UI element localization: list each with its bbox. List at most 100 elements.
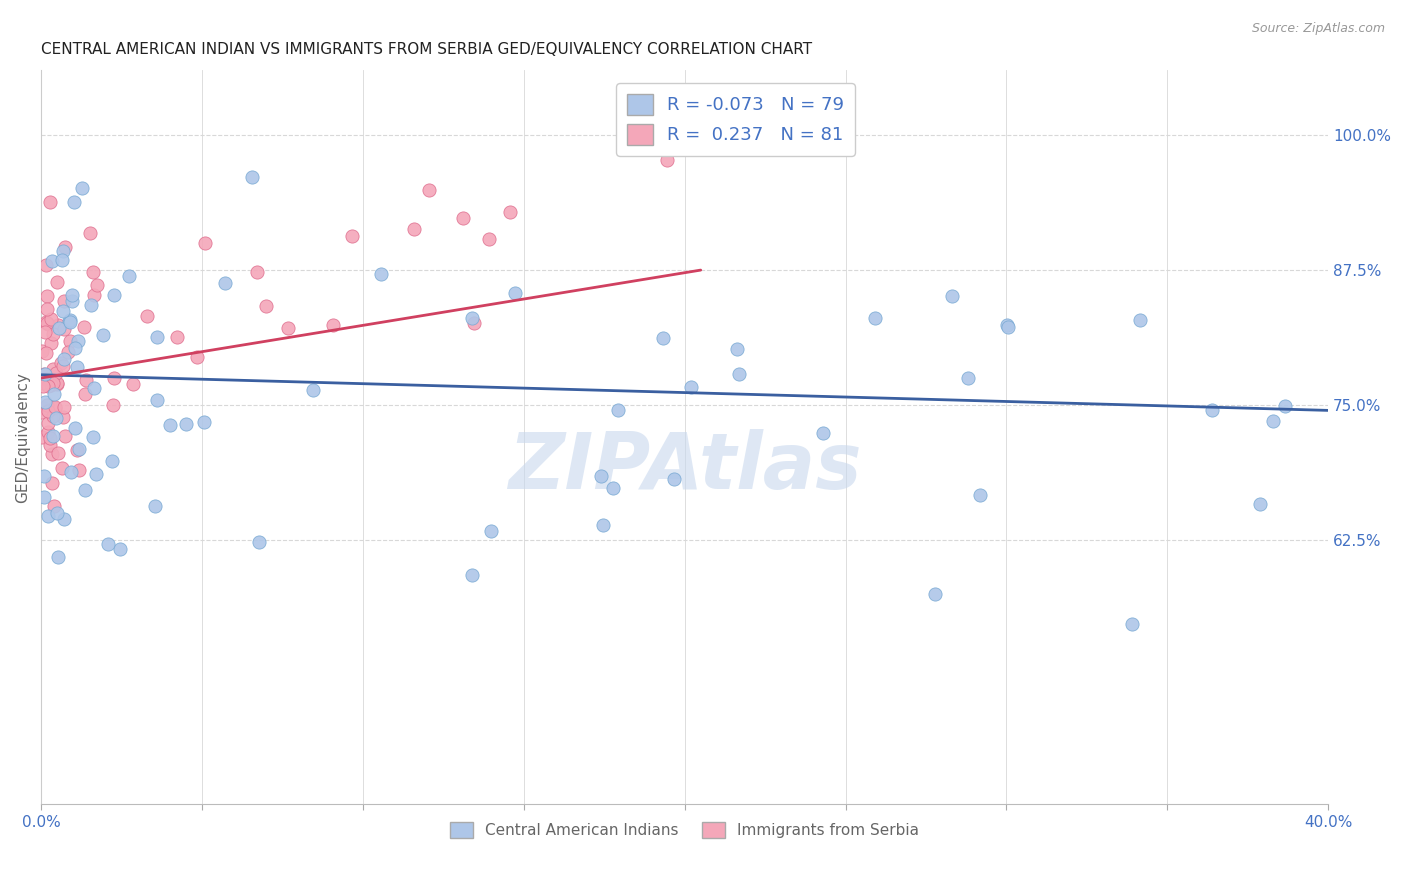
Point [41, 476, 63, 491]
Point [37, 417, 59, 431]
Point [37, 289, 59, 303]
Point [62, 194, 84, 209]
Point [42, 409, 65, 424]
Point [59, 465, 82, 479]
Legend: Central American Indians, Immigrants from Serbia: Central American Indians, Immigrants fro… [444, 815, 925, 845]
Point [42, 326, 65, 341]
Point [118, 268, 141, 283]
Point [193, 415, 215, 429]
Point [1274, 399, 1296, 413]
Point [38, 431, 60, 445]
Point [664, 472, 686, 486]
Point [254, 299, 277, 313]
Point [35, 346, 58, 360]
Point [34, 315, 56, 329]
Point [37, 317, 59, 331]
Point [91, 327, 114, 342]
Point [53, 429, 76, 443]
Point [59, 313, 82, 327]
Point [42, 387, 65, 401]
Point [53, 240, 76, 254]
Point [101, 398, 124, 412]
Point [52, 512, 75, 526]
Point [194, 235, 217, 250]
Point [84, 467, 107, 482]
Point [681, 380, 703, 394]
Point [46, 550, 69, 565]
Point [103, 287, 125, 301]
Point [725, 342, 748, 356]
Point [37, 302, 59, 317]
Point [42, 376, 65, 390]
Point [461, 568, 484, 582]
Point [52, 322, 75, 336]
Text: ZIPAtlas: ZIPAtlas [508, 429, 862, 505]
Point [37, 404, 59, 418]
Point [340, 228, 363, 243]
Point [186, 350, 208, 364]
Point [48, 320, 70, 334]
Point [146, 329, 169, 343]
Point [214, 276, 236, 290]
Point [67, 463, 90, 477]
Point [63, 341, 86, 355]
Point [51, 356, 73, 370]
Point [46, 446, 69, 460]
Point [52, 294, 75, 309]
Point [41, 336, 63, 351]
Point [73, 320, 96, 334]
Point [370, 267, 392, 281]
Point [45, 376, 67, 390]
Point [463, 317, 485, 331]
Point [108, 541, 131, 556]
Point [461, 311, 484, 326]
Text: Source: ZipAtlas.com: Source: ZipAtlas.com [1251, 22, 1385, 36]
Point [957, 371, 980, 385]
Point [143, 499, 166, 513]
Point [37, 509, 59, 524]
Point [41, 447, 63, 461]
Point [813, 426, 835, 441]
Point [498, 204, 520, 219]
Point [174, 417, 197, 432]
Point [651, 331, 673, 345]
Point [247, 534, 270, 549]
Point [60, 293, 83, 308]
Point [997, 319, 1019, 334]
Point [39, 312, 62, 326]
Point [34, 326, 56, 340]
Point [322, 318, 344, 332]
Point [35, 316, 58, 330]
Point [82, 265, 104, 279]
Point [159, 418, 181, 433]
Point [86, 277, 108, 292]
Point [240, 170, 263, 185]
Point [166, 330, 188, 344]
Point [31, 343, 53, 358]
Point [83, 381, 105, 395]
Point [1261, 414, 1284, 428]
Point [52, 359, 75, 374]
Point [655, 153, 678, 168]
Point [402, 222, 425, 236]
Point [451, 211, 474, 225]
Point [79, 226, 101, 240]
Point [1129, 313, 1152, 327]
Point [592, 518, 614, 533]
Point [59, 315, 82, 329]
Point [66, 442, 89, 457]
Point [82, 430, 104, 444]
Point [59, 334, 82, 348]
Point [66, 360, 89, 375]
Point [70, 181, 93, 195]
Point [80, 298, 103, 312]
Point [45, 275, 67, 289]
Point [602, 481, 624, 495]
Point [58, 313, 80, 327]
Point [35, 372, 58, 386]
Point [146, 393, 169, 408]
Point [34, 367, 56, 381]
Point [418, 183, 440, 197]
Point [277, 321, 299, 335]
Point [48, 318, 70, 333]
